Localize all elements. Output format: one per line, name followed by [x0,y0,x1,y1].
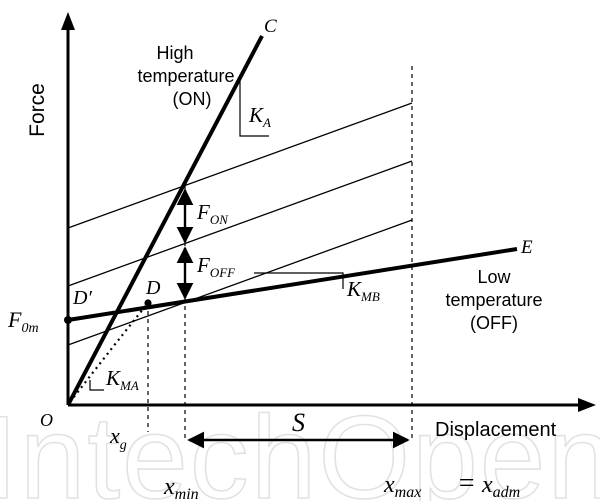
f-0m-label: F0m [7,307,39,336]
s-label: S [292,408,305,437]
d-label: D [145,277,161,299]
point-f0m [64,316,72,324]
x-axis-label: Displacement [435,419,557,441]
svg-text:temperature: temperature [445,290,542,310]
e-label: E [520,237,533,258]
x-min-label: xmin [163,474,199,501]
x-adm-label: xadm [481,472,520,501]
equals-sign: = [457,468,476,499]
spring-line-upper [67,102,413,229]
svg-text:(ON): (ON) [173,89,212,109]
low-temp-text: Low temperature (OFF) [445,267,542,333]
svg-text:Low: Low [477,267,511,287]
c-label: C [264,16,277,37]
d-prime-label: D′ [72,287,92,309]
spring-line-lower [67,219,413,346]
y-axis-arrowhead [61,12,75,30]
high-temp-text: High temperature (ON) [137,43,234,109]
point-d [144,299,152,307]
x-max-label: xmax [383,472,421,501]
f-off-label: FOFF [196,253,236,280]
spring-line-middle [67,160,413,287]
y-axis-label: Force [26,83,49,137]
high-temp-line [66,35,264,406]
ka-slope-triangle [239,79,269,137]
x-g-label: xg [109,423,127,453]
low-temp-line [67,247,518,322]
k-ma-label: KMA [105,366,139,393]
k-mb-label: KMB [346,277,380,304]
f-on-label: FON [196,200,229,227]
dotted-curve [69,302,149,403]
svg-text:High: High [156,43,193,63]
kmb-slope-triangle [254,272,344,289]
kma-slope-triangle [89,380,104,391]
x-axis-arrowhead [578,398,596,412]
svg-text:temperature: temperature [137,66,234,86]
origin-label: O [40,410,53,430]
svg-text:(OFF): (OFF) [470,313,518,333]
k-a-label: KA [248,103,271,130]
